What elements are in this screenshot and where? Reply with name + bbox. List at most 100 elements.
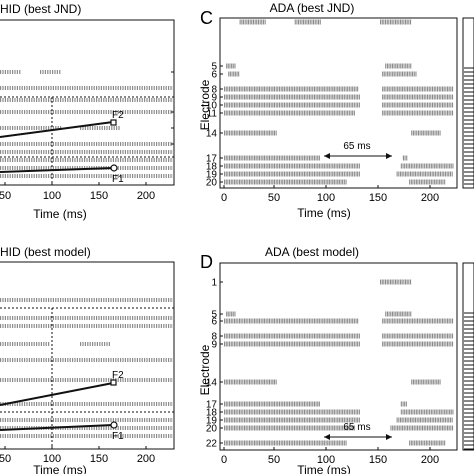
pulse-mark [129, 316, 131, 320]
pulse-mark [38, 98, 40, 102]
pulse-mark [60, 98, 62, 102]
pulse-mark [93, 86, 95, 90]
pulse-mark [267, 163, 269, 169]
pulse-mark [273, 440, 275, 446]
pulse-mark [91, 434, 93, 438]
pulse-mark [287, 155, 289, 161]
pulse-mark [410, 318, 412, 324]
pulse-mark [249, 318, 251, 324]
pulse-mark [313, 155, 315, 161]
pulse-mark [300, 417, 302, 423]
pulse-mark [407, 333, 409, 339]
pulse-mark [305, 440, 307, 446]
pulse-mark [40, 158, 42, 162]
pulse-mark [103, 298, 105, 302]
pulse-mark [338, 417, 340, 423]
pulse-mark [428, 102, 430, 108]
pulse-mark [244, 171, 246, 177]
pulse-mark [438, 102, 440, 108]
pulse-mark [105, 150, 107, 154]
pulse-mark [160, 142, 162, 146]
pulse-mark [146, 86, 148, 90]
pulse-mark [257, 130, 259, 136]
pulse-mark [50, 324, 52, 328]
pulse-mark [438, 171, 440, 177]
pulse-mark [224, 130, 226, 136]
pulse-mark [56, 70, 58, 74]
pulse-mark [108, 316, 110, 320]
pulse-mark [76, 378, 78, 382]
pulse-mark [320, 163, 322, 169]
pulse-mark [422, 163, 424, 169]
pulse-mark [439, 440, 441, 446]
pulse-mark [16, 158, 18, 162]
pulse-mark [38, 378, 40, 382]
pulse-mark [328, 417, 330, 423]
pulse-mark [437, 102, 439, 108]
pulse-mark [263, 318, 265, 324]
pulse-mark [4, 70, 6, 74]
pulse-mark [163, 316, 165, 320]
pulse-mark [302, 155, 304, 161]
pulse-mark [93, 324, 95, 328]
pulse-mark [86, 174, 88, 178]
pulse-mark [403, 86, 405, 92]
pulse-mark [428, 86, 430, 92]
pulse-mark [170, 158, 172, 162]
pulse-mark [447, 110, 449, 116]
pulse-mark [52, 316, 54, 320]
pulse-mark [273, 163, 275, 169]
pulse-mark [448, 94, 450, 100]
pulse-mark [392, 86, 394, 92]
pulse-mark [132, 298, 134, 302]
pulse-mark [110, 316, 112, 320]
pulse-mark [230, 333, 232, 339]
pulse-mark [21, 110, 23, 114]
pulse-mark [263, 379, 265, 385]
pulse-mark [43, 298, 45, 302]
pulse-mark [36, 110, 38, 114]
pulse-mark [7, 86, 9, 90]
pulse-mark [357, 318, 359, 324]
pulse-mark [302, 333, 304, 339]
pulse-mark [265, 379, 267, 385]
pulse-mark [402, 110, 404, 116]
pulse-mark [285, 401, 287, 407]
pulse-mark [430, 86, 432, 92]
pulse-mark [447, 333, 449, 339]
pulse-mark [242, 417, 244, 423]
pulse-mark [117, 378, 119, 382]
pulse-mark [132, 358, 134, 362]
pulse-mark [386, 311, 388, 317]
pulse-mark [318, 341, 320, 347]
pulse-mark [357, 409, 359, 415]
pulse-mark [405, 171, 407, 177]
pulse-mark [337, 440, 339, 446]
pulse-mark [72, 98, 74, 102]
pulse-mark [337, 179, 339, 185]
pulse-mark [292, 341, 294, 347]
pulse-mark [74, 98, 76, 102]
pulse-mark [103, 324, 105, 328]
pulse-mark [422, 179, 424, 185]
pulse-mark [395, 94, 397, 100]
pulse-mark [45, 342, 47, 346]
pulse-mark [232, 417, 234, 423]
pulse-mark [315, 102, 317, 108]
pulse-mark [275, 401, 277, 407]
panel-a-xlabel: Time (ms) [33, 207, 87, 221]
pulse-mark [267, 333, 269, 339]
pulse-mark [111, 126, 113, 130]
pulse-mark [94, 126, 96, 130]
pulse-mark [285, 86, 287, 92]
pulse-mark [283, 333, 285, 339]
pulse-mark [105, 98, 107, 102]
pulse-mark [417, 425, 419, 431]
pulse-mark [297, 86, 299, 92]
pulse-mark [224, 401, 226, 407]
pulse-mark [278, 417, 280, 423]
pulse-mark [36, 86, 38, 90]
pulse-mark [273, 409, 275, 415]
pulse-mark [60, 150, 62, 154]
